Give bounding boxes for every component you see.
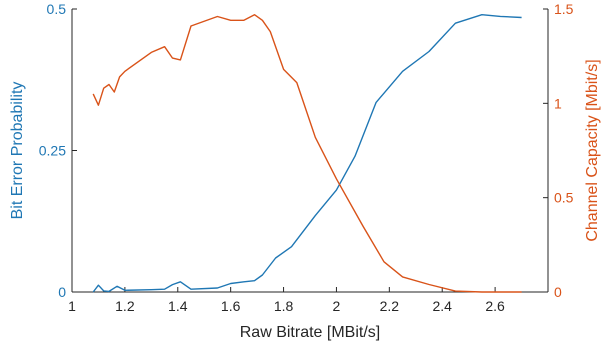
series-group (92, 13, 522, 293)
left-y-ticks: 0 0.25 0.5 (39, 1, 77, 300)
right-y-tick-label: 1 (554, 95, 562, 111)
x-axis-title: Raw Bitrate [MBit/s] (240, 324, 380, 341)
x-tick-label: 2.4 (432, 298, 452, 314)
right-y-axis-title: Channel Capacity [Mbit/s] (584, 59, 601, 241)
x-tick-label: 1 (68, 298, 76, 314)
x-tick-label: 1.6 (221, 298, 241, 314)
left-y-tick-label: 0.5 (47, 1, 67, 17)
bit-error-line (92, 13, 522, 293)
left-y-tick-label: 0.25 (39, 143, 66, 159)
x-tick-label: 2 (333, 298, 341, 314)
right-y-ticks: 0 0.5 1 1.5 (543, 1, 574, 300)
x-tick-label: 1.8 (274, 298, 294, 314)
x-ticks: 1 1.2 1.4 1.6 1.8 2 2.2 2.4 2.6 (68, 287, 505, 314)
x-tick-label: 1.2 (115, 298, 135, 314)
x-tick-label: 2.6 (485, 298, 505, 314)
right-y-tick-label: 0.5 (554, 190, 574, 206)
right-y-tick-label: 1.5 (554, 1, 574, 17)
plot-area (71, 9, 549, 293)
left-y-tick-label: 0 (58, 284, 66, 300)
x-tick-label: 1.4 (168, 298, 188, 314)
right-y-tick-label: 0 (554, 284, 562, 300)
channel-capacity-line (92, 13, 522, 293)
left-y-axis-title: Bit Error Probability (9, 82, 26, 220)
x-tick-label: 2.2 (380, 298, 400, 314)
